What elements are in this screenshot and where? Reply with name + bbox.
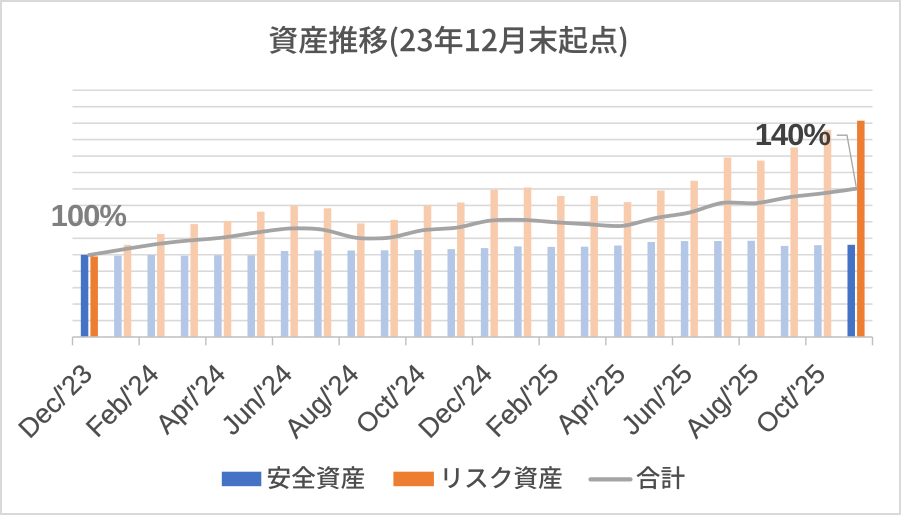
svg-text:140%: 140% <box>755 117 831 152</box>
svg-text:100%: 100% <box>51 198 127 233</box>
